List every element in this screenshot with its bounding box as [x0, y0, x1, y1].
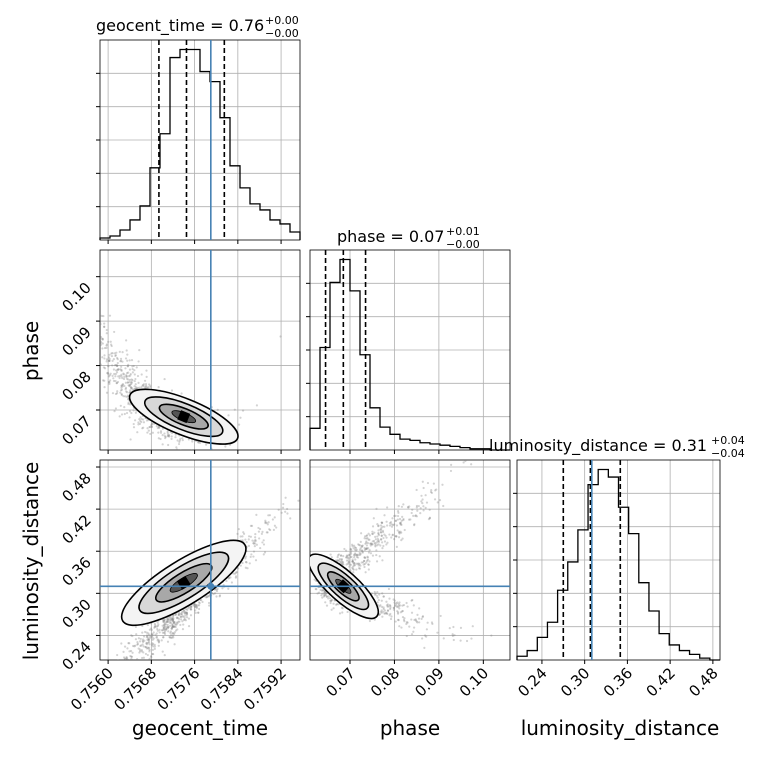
- x-tick-label: 0.24: [514, 664, 550, 700]
- x-tick-label: 0.7592: [240, 664, 290, 714]
- hist-panel-geocent-time: [96, 39, 301, 244]
- x-tick-label: 0.10: [456, 664, 492, 700]
- panel-frame: [99, 459, 301, 661]
- y-tick-label: 0.07: [58, 412, 94, 448]
- density-peak: [177, 410, 191, 424]
- y-tick-label: 0.08: [58, 368, 94, 404]
- title-geocent-time-upper: +0.00: [265, 14, 299, 27]
- x-tick-label: 0.09: [411, 664, 447, 700]
- hist-step-phase: [309, 258, 510, 451]
- y-tick-label: 0.09: [58, 323, 94, 359]
- y-tick-label: 0.48: [58, 469, 94, 505]
- y-tick-label: 0.36: [58, 553, 94, 589]
- x-tick-label: 0.7576: [154, 664, 204, 714]
- y-tick-label: 0.24: [58, 638, 94, 674]
- contour-group: [120, 539, 247, 627]
- title-luminosity-distance: luminosity_distance = 0.31: [489, 436, 707, 456]
- x-tick-label: 0.30: [557, 664, 593, 700]
- x-tick-label: 0.7568: [110, 664, 160, 714]
- xlabel-phase: phase: [380, 716, 440, 740]
- ylabel-luminosity-distance: luminosity_distance: [19, 462, 43, 661]
- xlabel-geocent-time: geocent_time: [132, 716, 268, 740]
- ylabel-phase: phase: [19, 321, 43, 381]
- xlabel-luminosity-distance: luminosity_distance: [521, 716, 720, 740]
- density-panel-phase-luminosity-distance: 0.07 0.08 0.09 0.10: [309, 459, 511, 700]
- title-geocent-time: geocent_time = 0.76: [96, 16, 264, 36]
- title-phase: phase = 0.07: [337, 227, 444, 246]
- x-tick-label: 0.7584: [197, 664, 247, 714]
- title-luminosity-distance-lower: −0.04: [711, 447, 745, 460]
- hist-step-geocent-time: [99, 48, 301, 240]
- hist-step-luminosity-distance: [516, 468, 720, 661]
- title-phase-lower: −0.00: [446, 238, 480, 251]
- x-tick-label: 0.07: [322, 664, 358, 700]
- title-luminosity-distance-upper: +0.04: [711, 434, 745, 447]
- hist-panel-luminosity-distance: 0.24 0.30 0.36 0.42 0.48: [513, 459, 722, 700]
- truth-marker: [207, 582, 215, 590]
- title-geocent-time-lower: −0.00: [265, 27, 299, 40]
- y-tick-label: 0.42: [58, 511, 94, 547]
- scatter-points: [313, 460, 493, 649]
- panel-frame: [99, 249, 301, 451]
- x-tick-label: 0.42: [643, 664, 679, 700]
- x-tick-label: 0.7560: [67, 664, 117, 714]
- density-panel-geocent-time-phase: 0.07 0.08 0.09 0.10: [58, 249, 301, 454]
- x-tick-label: 0.48: [685, 664, 721, 700]
- hist-panel-phase: [306, 249, 511, 454]
- density-content: [100, 460, 300, 660]
- x-tick-label: 0.08: [367, 664, 403, 700]
- contour-group: [128, 388, 239, 445]
- y-tick-label: 0.30: [58, 595, 94, 631]
- x-tick-label: 0.36: [600, 664, 636, 700]
- y-tick-label: 0.10: [58, 279, 94, 315]
- title-phase-upper: +0.01: [446, 225, 480, 238]
- density-content: [100, 250, 282, 450]
- density-content: [310, 460, 510, 649]
